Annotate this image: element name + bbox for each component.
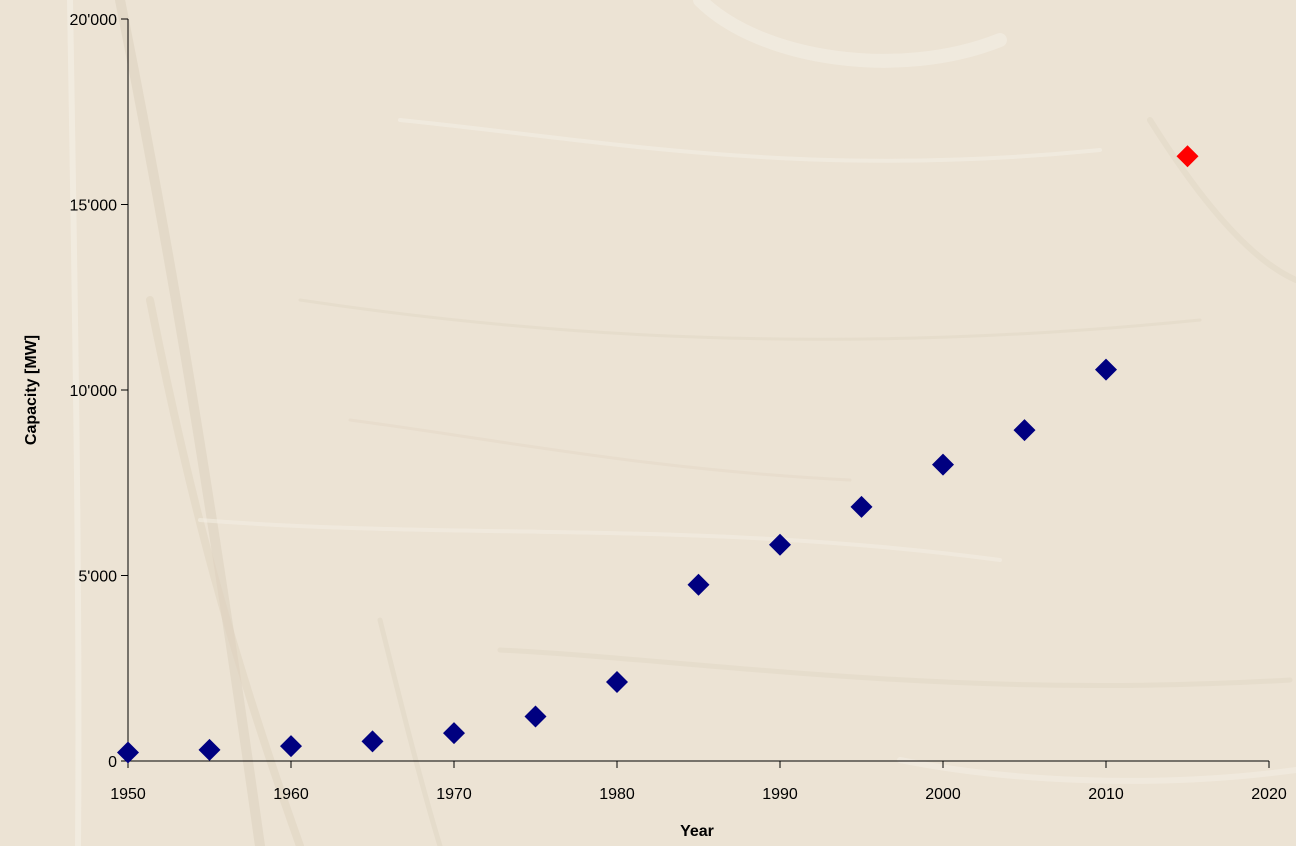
x-tick-label: 1970 — [436, 786, 472, 803]
x-tick-label: 1960 — [273, 786, 309, 803]
texture-streak — [1147, 117, 1296, 283]
data-point-2000 — [932, 453, 954, 476]
data-point-2015 — [1176, 145, 1199, 168]
tick-labels: 0 5'000 10'000 15'000 20'000 1950 1960 1970 1980… — [69, 12, 1286, 803]
texture-streak — [377, 617, 443, 846]
data-point-1960 — [280, 735, 302, 758]
x-tick-label: 2000 — [925, 786, 961, 803]
y-axis-title: Capacity [MW] — [23, 335, 40, 445]
data-point-1950 — [117, 741, 139, 764]
x-tick-label: 2010 — [1088, 786, 1124, 803]
axes — [121, 18, 1270, 768]
y-tick-label: 5'000 — [78, 569, 117, 586]
data-point-1980 — [606, 670, 628, 693]
texture-streak — [693, 0, 1007, 68]
texture-streak — [348, 418, 852, 482]
data-point-1955 — [198, 738, 221, 761]
data-point-1985 — [687, 573, 710, 596]
texture-streak — [198, 518, 1002, 562]
texture-streak — [398, 118, 1102, 163]
data-point-1975 — [524, 705, 547, 728]
texture-streak — [67, 0, 82, 846]
y-tick-label: 20'000 — [69, 12, 117, 29]
data-point-1990 — [769, 533, 791, 556]
x-tick-label: 1980 — [599, 786, 635, 803]
data-point-2010 — [1095, 358, 1117, 381]
data-point-1970 — [443, 722, 465, 745]
y-tick-label: 0 — [108, 754, 117, 771]
x-axis-title: Year — [680, 823, 714, 840]
x-tick-label: 1990 — [762, 786, 798, 803]
texture-streak — [115, 0, 265, 846]
data-point-2005 — [1013, 419, 1036, 442]
texture-streak — [298, 298, 1202, 341]
x-tick-label: 1950 — [110, 786, 146, 803]
data-point-1965 — [361, 730, 384, 753]
y-tick-label: 15'000 — [69, 198, 117, 215]
data-points — [117, 145, 1199, 764]
texture-streak — [497, 647, 1293, 689]
data-point-1995 — [850, 495, 873, 518]
x-tick-label: 2020 — [1251, 786, 1287, 803]
texture-streak — [146, 296, 304, 846]
y-tick-label: 10'000 — [69, 383, 117, 400]
